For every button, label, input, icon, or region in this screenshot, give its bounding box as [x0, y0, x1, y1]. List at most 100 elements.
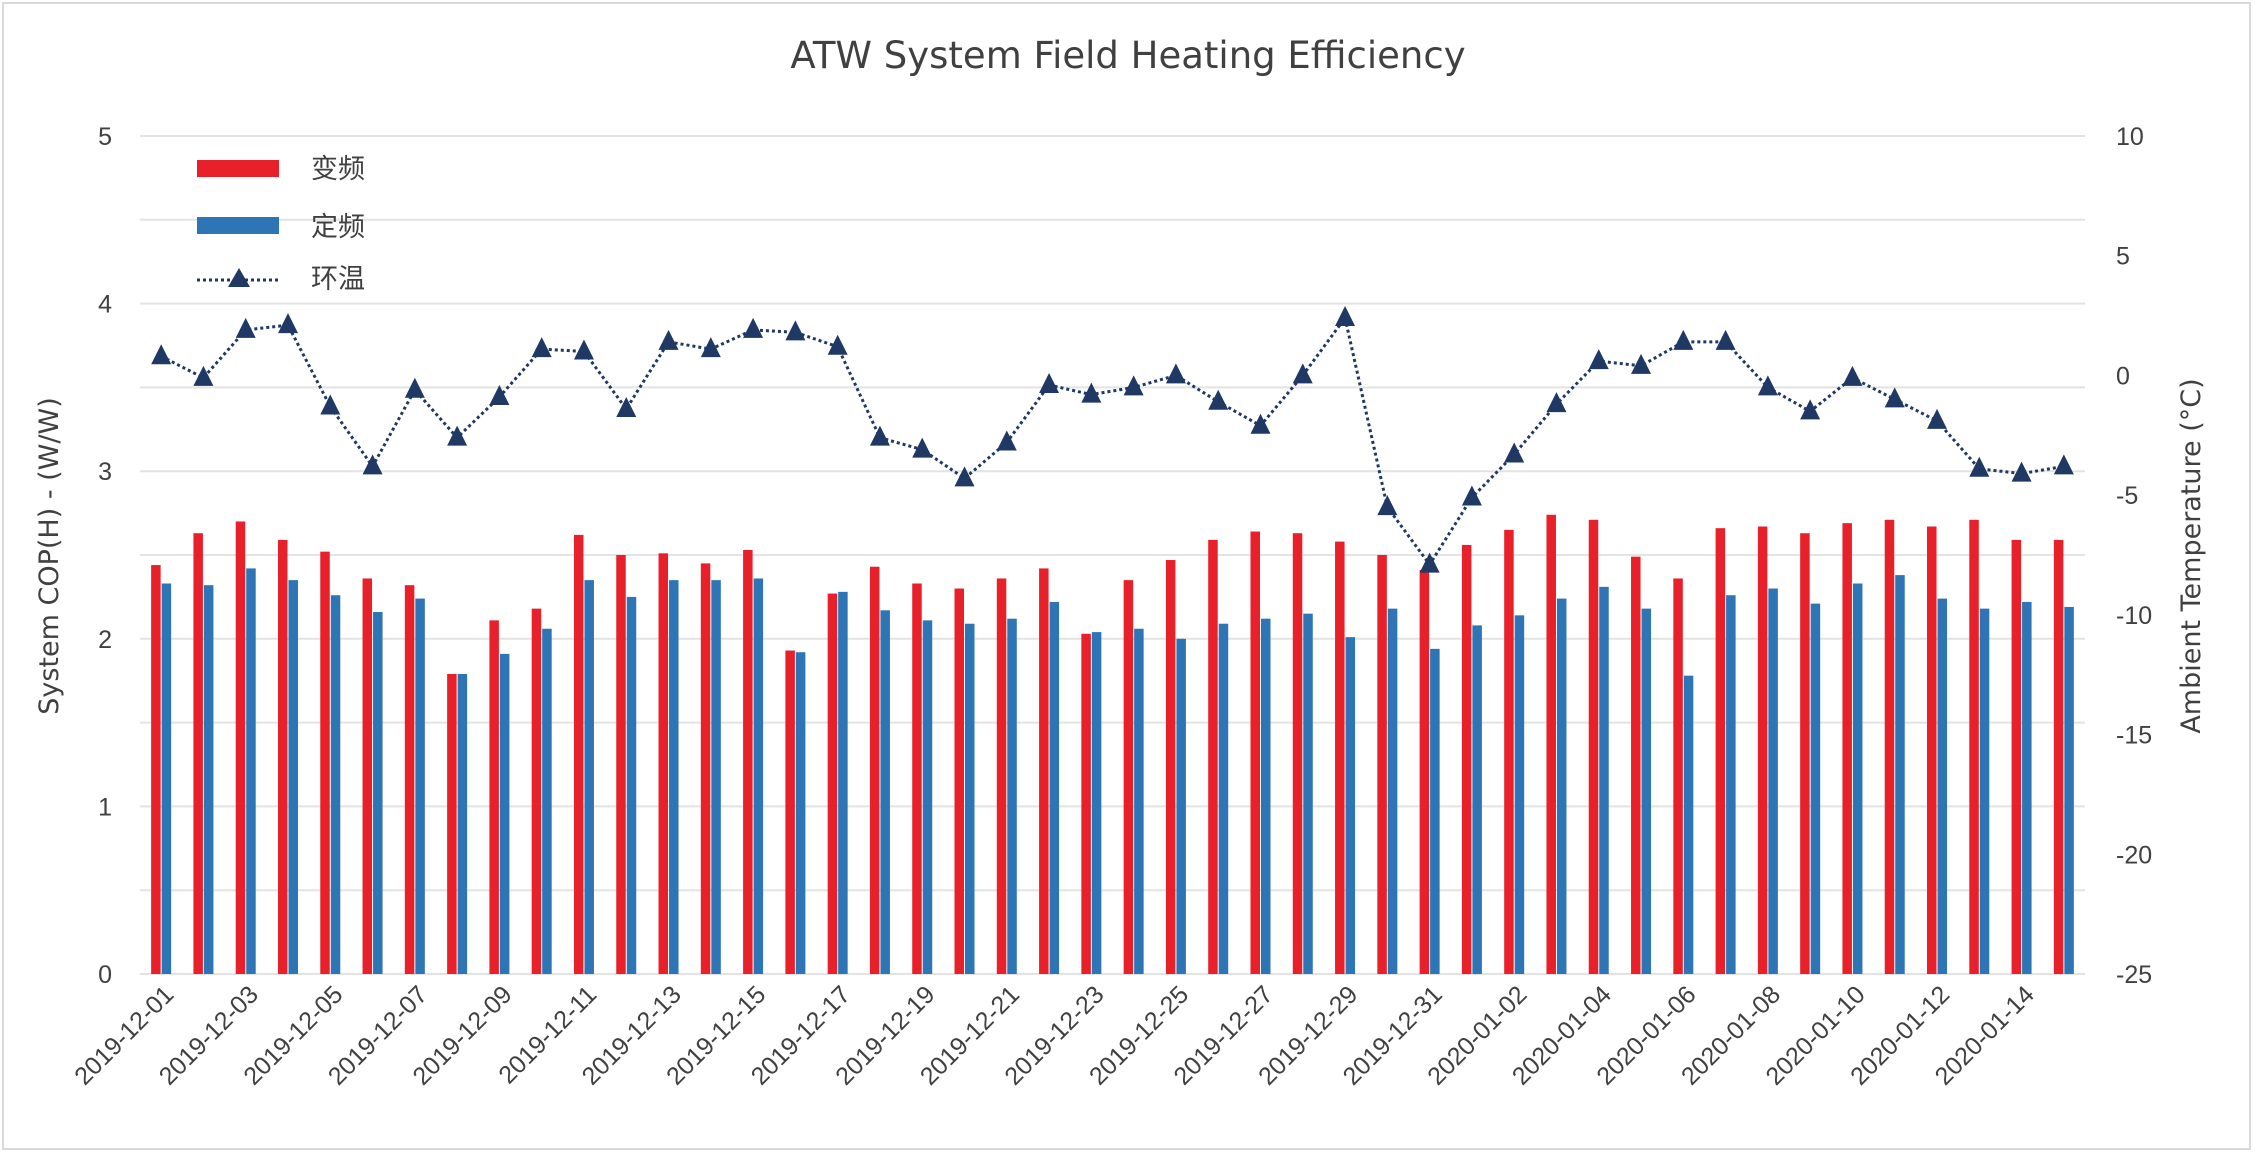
temperature-marker — [447, 425, 468, 446]
bars — [151, 514, 2074, 974]
legend-label-ambient: 环温 — [311, 264, 365, 295]
bar-fixed — [1852, 583, 1863, 974]
bar-fixed — [1134, 628, 1144, 974]
legend-label-fixed: 定频 — [311, 212, 365, 243]
temperature-polyline — [160, 314, 2065, 568]
left-tick-label: 3 — [98, 458, 112, 486]
bar-fixed — [1007, 618, 1017, 974]
bar-inverter — [1884, 519, 1895, 974]
left-axis-ticks: 0 1 2 3 4 5 — [98, 123, 112, 989]
bar-inverter — [743, 549, 753, 974]
bar-fixed — [965, 623, 975, 974]
x-axis-ticks: 2019-12-012019-12-032019-12-052019-12-07… — [69, 980, 2040, 1090]
bar-inverter — [1419, 570, 1430, 974]
bar-fixed — [922, 620, 933, 974]
bar-fixed — [1726, 595, 1736, 974]
bar-fixed — [161, 583, 172, 974]
temperature-marker — [1165, 363, 1186, 384]
temperature-marker — [320, 394, 341, 415]
temperature-marker — [404, 377, 425, 398]
gridlines — [140, 135, 2085, 975]
bar-inverter — [1715, 528, 1726, 974]
temperature-marker — [996, 430, 1017, 451]
bar-inverter — [2053, 539, 2064, 974]
temperature-marker — [658, 329, 679, 350]
temperature-marker — [531, 337, 552, 358]
bar-inverter — [658, 553, 669, 974]
bar-fixed — [584, 580, 594, 974]
bar-inverter — [1377, 555, 1387, 974]
bar-fixed — [1260, 618, 1271, 974]
temperature-marker — [954, 466, 975, 487]
bar-inverter — [827, 593, 838, 974]
right-tick-label: 0 — [2116, 362, 2130, 390]
left-axis-title: System COP(H) - (W/W) — [34, 397, 65, 715]
temperature-marker — [489, 384, 510, 405]
temperature-marker — [1927, 408, 1948, 429]
bar-inverter — [573, 534, 584, 974]
temperature-marker — [1757, 375, 1778, 396]
right-tick-label: -25 — [2116, 961, 2152, 989]
temperature-marker — [1039, 373, 1060, 394]
bar-inverter — [277, 539, 288, 974]
bar-inverter — [1208, 539, 1218, 974]
bar-fixed — [1937, 598, 1948, 974]
bar-inverter — [1631, 556, 1641, 974]
bar-inverter — [531, 608, 542, 974]
legend: 变频 定频 环温 — [197, 154, 365, 295]
temperature-marker — [1842, 365, 1863, 386]
legend-marker-ambient — [228, 268, 250, 287]
temperature-marker — [827, 334, 848, 355]
bar-inverter — [1250, 531, 1260, 974]
left-tick-label: 2 — [98, 626, 112, 654]
temperature-marker — [2053, 454, 2074, 475]
temperature-marker — [1419, 552, 1440, 573]
bar-inverter — [700, 563, 711, 974]
bar-fixed — [1218, 623, 1229, 974]
temperature-marker — [1969, 456, 1990, 477]
bar-fixed — [1556, 598, 1567, 974]
temperature-marker — [1673, 329, 1694, 350]
bar-inverter — [785, 650, 795, 974]
legend-swatch-inverter — [197, 160, 279, 177]
bar-inverter — [616, 555, 626, 974]
bar-inverter — [1504, 529, 1514, 974]
bar-fixed — [1176, 638, 1186, 974]
legend-label-inverter: 变频 — [311, 154, 365, 185]
right-axis-title: Ambient Temperature (°C) — [2176, 378, 2207, 733]
bar-inverter — [996, 578, 1007, 974]
bar-inverter — [1673, 578, 1683, 974]
bar-fixed — [1768, 588, 1778, 974]
temperature-marker — [912, 437, 933, 458]
bar-inverter — [1081, 633, 1091, 974]
bar-inverter — [1165, 560, 1176, 974]
temperature-marker — [1123, 375, 1144, 396]
bar-inverter — [447, 673, 457, 974]
temperature-marker — [1208, 389, 1229, 410]
bar-fixed — [1303, 613, 1313, 974]
bar-fixed — [246, 568, 256, 974]
bar-fixed — [415, 598, 425, 974]
bar-fixed — [669, 580, 679, 974]
temperature-marker — [362, 454, 383, 475]
bar-inverter — [193, 533, 203, 974]
bar-inverter — [1969, 519, 1979, 974]
bar-inverter — [1461, 544, 1472, 974]
right-tick-label: -20 — [2116, 841, 2152, 869]
bar-fixed — [2064, 606, 2074, 974]
bar-fixed — [1387, 608, 1398, 974]
temperature-marker — [869, 425, 890, 446]
temperature-marker — [785, 320, 806, 341]
bar-fixed — [838, 591, 848, 974]
temperature-marker — [1588, 349, 1609, 370]
bar-inverter — [1292, 533, 1303, 974]
bar-fixed — [203, 585, 214, 974]
bar-fixed — [1810, 603, 1821, 974]
bar-fixed — [1599, 586, 1609, 974]
bar-fixed — [1345, 637, 1356, 974]
bar-fixed — [373, 611, 383, 974]
bar-fixed — [2022, 601, 2032, 974]
bar-inverter — [1842, 523, 1852, 974]
temperature-marker — [1377, 495, 1398, 516]
